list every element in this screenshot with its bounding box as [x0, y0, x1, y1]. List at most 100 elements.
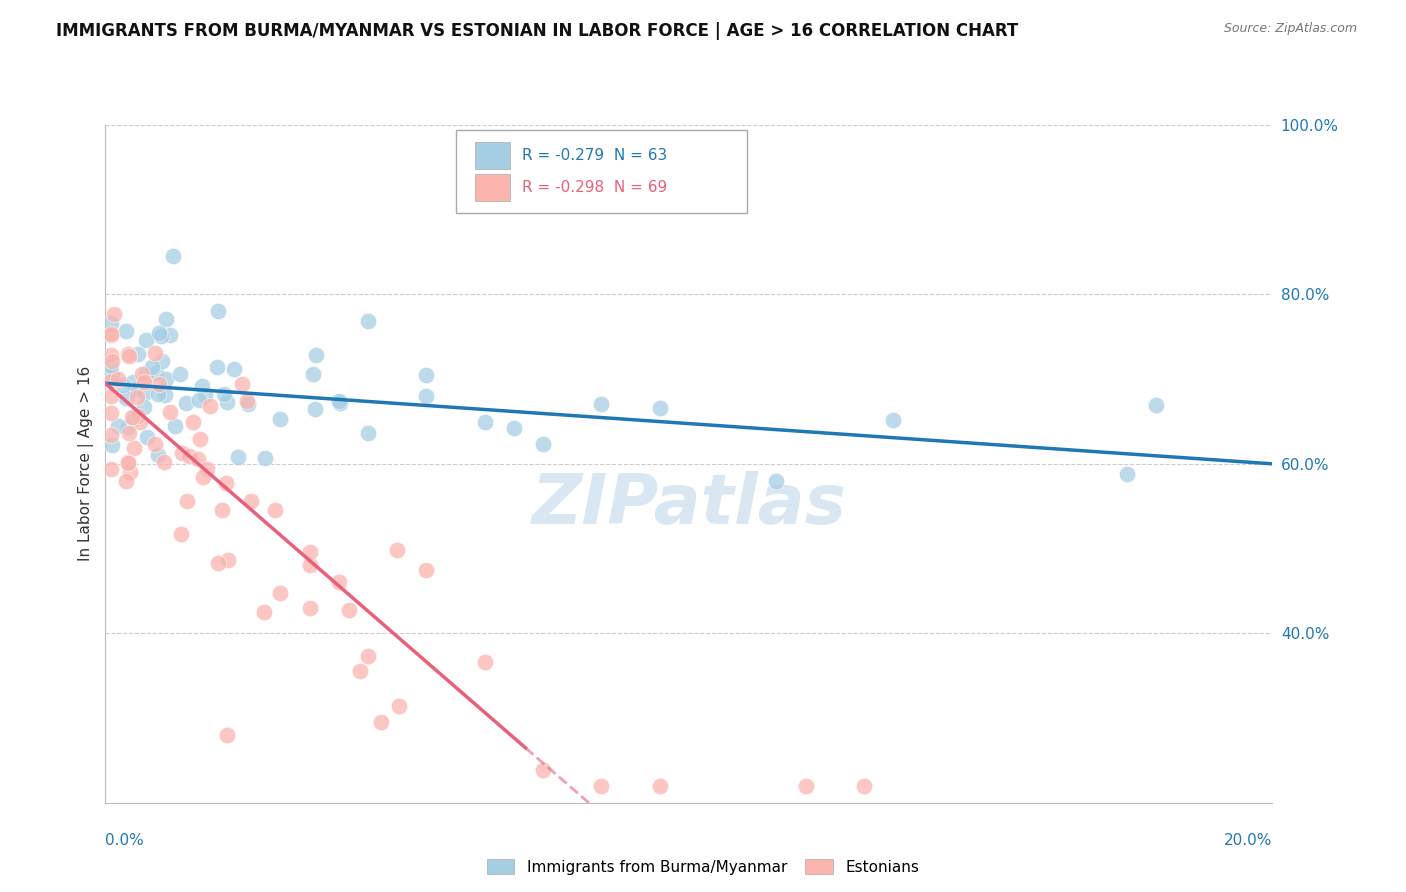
Text: 20.0%: 20.0% — [1225, 833, 1272, 848]
FancyBboxPatch shape — [475, 142, 510, 169]
Point — [107, 419, 129, 434]
Point — [236, 393, 259, 408]
Point — [132, 400, 155, 414]
Point — [117, 456, 139, 470]
Point — [648, 401, 671, 415]
Point — [226, 450, 249, 464]
Point — [125, 390, 148, 404]
Point — [215, 394, 238, 409]
Point — [211, 503, 233, 517]
Point — [101, 368, 124, 383]
Point — [100, 316, 122, 330]
Point — [101, 437, 124, 451]
Point — [194, 388, 217, 402]
FancyBboxPatch shape — [456, 130, 748, 213]
Point — [188, 432, 211, 446]
Point — [136, 430, 159, 444]
Point — [648, 779, 671, 793]
Point — [148, 377, 170, 392]
Point — [100, 349, 122, 363]
Point — [415, 389, 437, 403]
Point — [240, 494, 263, 508]
Point — [474, 655, 496, 669]
Point — [207, 556, 229, 570]
Point — [502, 421, 524, 435]
Point — [124, 441, 146, 455]
Point — [531, 763, 554, 777]
Point — [146, 448, 169, 462]
Point — [149, 329, 172, 343]
Point — [101, 354, 124, 368]
Point — [207, 304, 229, 318]
Point — [163, 418, 186, 433]
Point — [152, 455, 174, 469]
Point — [212, 387, 235, 401]
Point — [474, 415, 496, 429]
Point — [103, 307, 125, 321]
Point — [305, 348, 328, 362]
Point — [176, 493, 198, 508]
Point — [155, 371, 177, 385]
Point — [205, 360, 228, 375]
Point — [121, 410, 143, 425]
Point — [191, 470, 214, 484]
Point — [117, 425, 139, 440]
Point — [852, 779, 875, 793]
Point — [298, 558, 321, 572]
Point — [357, 314, 380, 328]
Point — [385, 543, 408, 558]
Point — [131, 368, 153, 382]
Point — [357, 426, 380, 441]
Y-axis label: In Labor Force | Age > 16: In Labor Force | Age > 16 — [79, 367, 94, 561]
Point — [181, 415, 204, 429]
Point — [531, 437, 554, 451]
Point — [134, 386, 156, 401]
Point — [299, 601, 322, 615]
Text: R = -0.279  N = 63: R = -0.279 N = 63 — [522, 148, 668, 163]
Point — [1144, 398, 1167, 412]
Point — [217, 728, 239, 742]
Point — [148, 387, 170, 401]
Point — [117, 347, 139, 361]
Point — [298, 545, 321, 559]
Point — [269, 412, 292, 426]
Point — [135, 368, 157, 382]
Legend: Immigrants from Burma/Myanmar, Estonians: Immigrants from Burma/Myanmar, Estonians — [481, 853, 925, 880]
Point — [329, 396, 352, 410]
Point — [100, 374, 122, 388]
Point — [124, 382, 146, 396]
Point — [111, 378, 134, 392]
Point — [132, 375, 155, 389]
Point — [349, 664, 371, 678]
Point — [127, 347, 149, 361]
Point — [179, 449, 201, 463]
Point — [129, 415, 152, 429]
FancyBboxPatch shape — [475, 174, 510, 202]
Point — [122, 411, 145, 425]
Point — [117, 420, 139, 434]
Point — [388, 699, 411, 714]
Point — [127, 409, 149, 423]
Point — [215, 475, 238, 490]
Point — [100, 461, 122, 475]
Point — [253, 450, 276, 465]
Point — [134, 376, 156, 390]
Point — [222, 362, 245, 376]
Point — [415, 368, 437, 382]
Point — [253, 605, 276, 619]
Point — [357, 648, 380, 663]
Point — [100, 407, 122, 421]
Point — [148, 326, 170, 340]
Point — [188, 393, 211, 408]
Point — [263, 503, 285, 517]
Point — [328, 574, 350, 589]
Point — [591, 779, 613, 793]
Point — [765, 474, 787, 488]
Point — [217, 553, 239, 567]
Point — [172, 445, 194, 459]
Point — [882, 413, 904, 427]
Point — [145, 346, 167, 360]
Text: R = -0.298  N = 69: R = -0.298 N = 69 — [522, 180, 668, 195]
Point — [591, 397, 613, 411]
Point — [155, 312, 177, 326]
